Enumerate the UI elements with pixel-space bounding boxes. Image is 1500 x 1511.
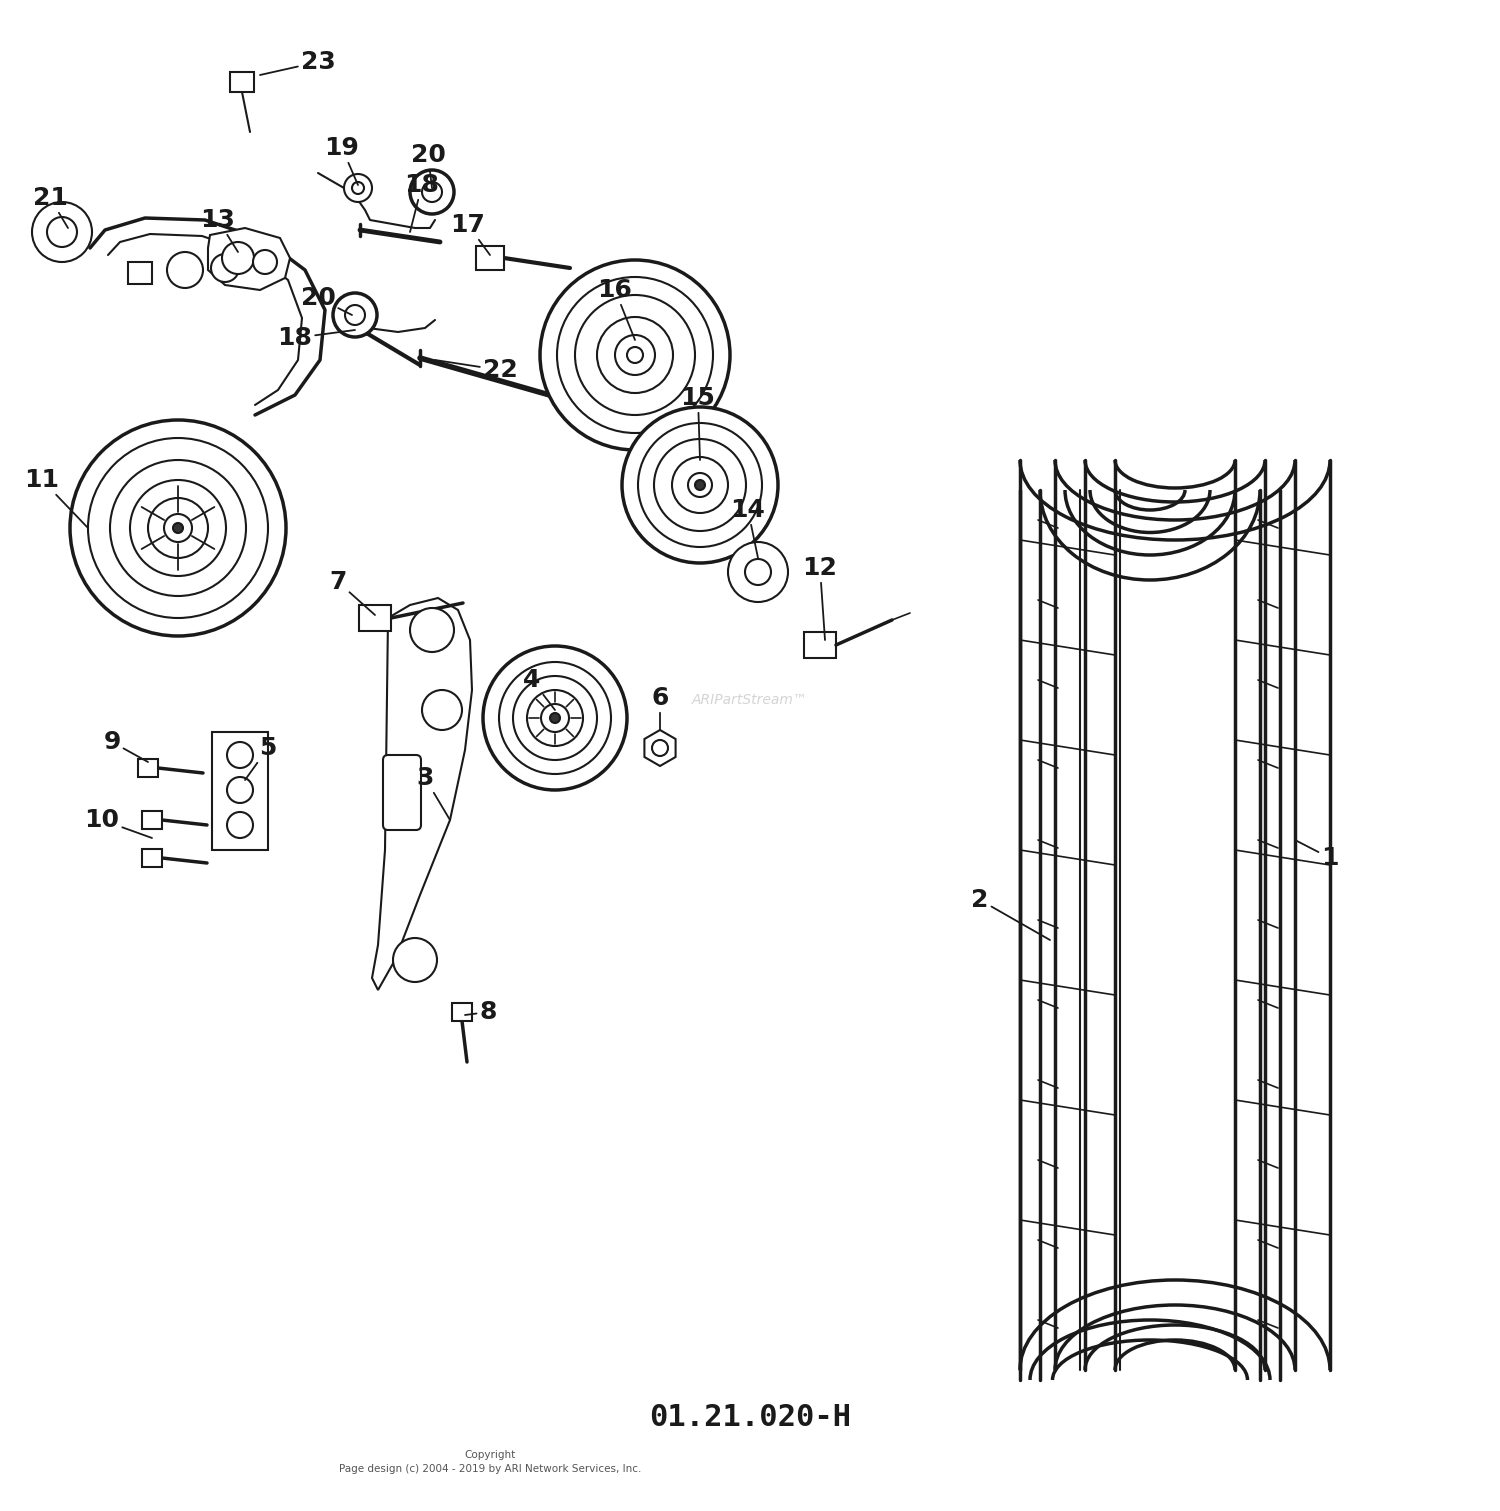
FancyBboxPatch shape bbox=[211, 731, 268, 851]
Text: ARIPartStream™: ARIPartStream™ bbox=[692, 694, 808, 707]
Text: 20: 20 bbox=[411, 144, 446, 187]
Circle shape bbox=[410, 171, 454, 215]
Text: 11: 11 bbox=[24, 468, 88, 527]
Text: 18: 18 bbox=[278, 326, 356, 351]
Circle shape bbox=[597, 317, 674, 393]
FancyBboxPatch shape bbox=[476, 246, 504, 270]
Circle shape bbox=[88, 438, 268, 618]
Text: 3: 3 bbox=[417, 766, 450, 820]
Circle shape bbox=[728, 542, 788, 601]
Text: Copyright
Page design (c) 2004 - 2019 by ARI Network Services, Inc.: Copyright Page design (c) 2004 - 2019 by… bbox=[339, 1451, 640, 1475]
Text: 6: 6 bbox=[651, 686, 669, 730]
Circle shape bbox=[513, 675, 597, 760]
Circle shape bbox=[344, 174, 372, 202]
Circle shape bbox=[393, 938, 436, 982]
Text: 15: 15 bbox=[681, 385, 716, 459]
Polygon shape bbox=[372, 598, 472, 990]
Text: 4: 4 bbox=[524, 668, 555, 710]
Circle shape bbox=[574, 295, 694, 416]
Circle shape bbox=[333, 293, 376, 337]
FancyBboxPatch shape bbox=[142, 849, 162, 867]
FancyBboxPatch shape bbox=[138, 759, 158, 777]
FancyBboxPatch shape bbox=[142, 811, 162, 830]
Circle shape bbox=[746, 559, 771, 585]
Circle shape bbox=[422, 181, 442, 202]
Text: 14: 14 bbox=[730, 499, 765, 558]
Text: 23: 23 bbox=[260, 50, 336, 76]
Text: 8: 8 bbox=[465, 1000, 496, 1024]
Circle shape bbox=[222, 242, 254, 273]
Circle shape bbox=[32, 202, 92, 261]
Text: 21: 21 bbox=[33, 186, 68, 228]
Text: 19: 19 bbox=[324, 136, 360, 184]
FancyBboxPatch shape bbox=[382, 756, 422, 830]
Text: 20: 20 bbox=[300, 286, 352, 314]
Text: 22: 22 bbox=[435, 358, 517, 382]
Circle shape bbox=[550, 713, 560, 722]
Text: 9: 9 bbox=[104, 730, 148, 762]
Circle shape bbox=[172, 523, 183, 533]
Polygon shape bbox=[209, 228, 290, 290]
Text: 01.21.020-H: 01.21.020-H bbox=[650, 1404, 850, 1432]
Circle shape bbox=[226, 777, 254, 802]
Text: 16: 16 bbox=[597, 278, 634, 340]
FancyBboxPatch shape bbox=[452, 1003, 472, 1021]
Circle shape bbox=[688, 473, 712, 497]
Circle shape bbox=[164, 514, 192, 542]
Circle shape bbox=[226, 811, 254, 839]
Circle shape bbox=[615, 335, 656, 375]
Circle shape bbox=[500, 662, 610, 774]
Text: 7: 7 bbox=[330, 570, 375, 615]
Circle shape bbox=[694, 480, 705, 490]
Text: 13: 13 bbox=[201, 209, 238, 252]
Circle shape bbox=[410, 607, 454, 653]
FancyBboxPatch shape bbox=[358, 604, 392, 632]
Text: 1: 1 bbox=[1294, 840, 1338, 870]
Circle shape bbox=[422, 691, 462, 730]
Circle shape bbox=[254, 249, 278, 273]
Circle shape bbox=[542, 704, 568, 731]
Circle shape bbox=[46, 218, 76, 246]
Circle shape bbox=[345, 305, 364, 325]
Text: 18: 18 bbox=[405, 172, 439, 233]
FancyBboxPatch shape bbox=[128, 261, 152, 284]
Circle shape bbox=[70, 420, 286, 636]
Circle shape bbox=[352, 181, 364, 193]
Polygon shape bbox=[645, 730, 675, 766]
Text: 2: 2 bbox=[972, 888, 1050, 940]
Circle shape bbox=[654, 440, 746, 530]
Circle shape bbox=[627, 348, 644, 363]
Text: 10: 10 bbox=[84, 808, 152, 839]
Circle shape bbox=[110, 459, 246, 595]
Circle shape bbox=[526, 691, 584, 746]
Circle shape bbox=[130, 480, 226, 576]
Circle shape bbox=[540, 260, 730, 450]
Circle shape bbox=[148, 499, 208, 558]
FancyBboxPatch shape bbox=[804, 632, 836, 657]
FancyBboxPatch shape bbox=[230, 73, 254, 92]
Text: 12: 12 bbox=[802, 556, 837, 641]
Circle shape bbox=[211, 254, 238, 283]
Circle shape bbox=[166, 252, 202, 289]
Circle shape bbox=[226, 742, 254, 768]
Circle shape bbox=[483, 647, 627, 790]
Text: 5: 5 bbox=[244, 736, 276, 780]
Text: 17: 17 bbox=[450, 213, 491, 255]
Circle shape bbox=[556, 277, 712, 434]
Circle shape bbox=[638, 423, 762, 547]
Circle shape bbox=[622, 406, 778, 564]
Circle shape bbox=[672, 456, 728, 514]
Circle shape bbox=[652, 740, 668, 756]
